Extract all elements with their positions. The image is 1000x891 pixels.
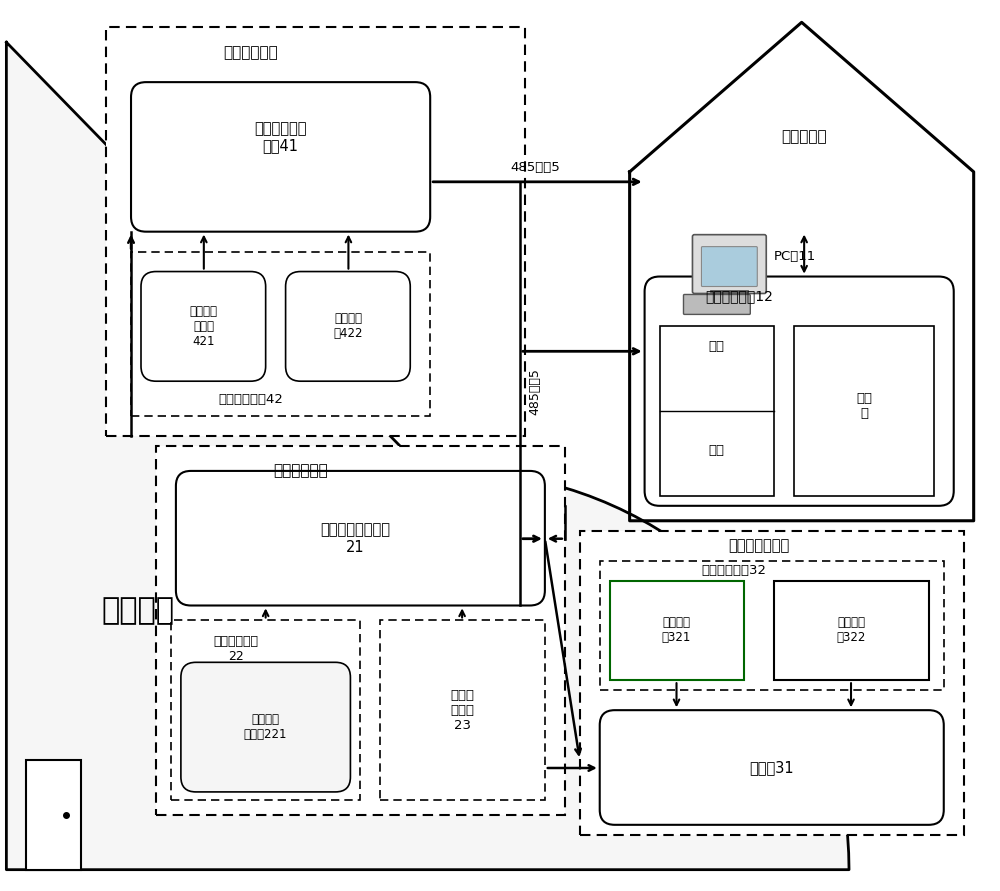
Text: 室外温度
传感器
421: 室外温度 传感器 421 bbox=[190, 305, 218, 347]
FancyBboxPatch shape bbox=[692, 234, 766, 293]
Bar bbox=[106, 28, 525, 436]
Text: 用户交
互模块
23: 用户交 互模块 23 bbox=[450, 689, 474, 732]
Bar bbox=[610, 581, 744, 680]
Text: 光强传感
器422: 光强传感 器422 bbox=[334, 313, 363, 340]
Text: 485总线5: 485总线5 bbox=[528, 368, 541, 414]
Text: 室内监测节点: 室内监测节点 bbox=[273, 463, 328, 478]
Text: 限位模块
一321: 限位模块 一321 bbox=[662, 617, 691, 644]
Text: 数据采集模块
22: 数据采集模块 22 bbox=[213, 635, 258, 664]
Text: 限位开关单元32: 限位开关单元32 bbox=[702, 564, 767, 577]
Text: PC机11: PC机11 bbox=[774, 250, 816, 263]
Text: 室内温度
传感器221: 室内温度 传感器221 bbox=[244, 713, 287, 741]
Bar bbox=[580, 531, 964, 835]
Text: 鼠标: 鼠标 bbox=[708, 445, 724, 457]
FancyBboxPatch shape bbox=[176, 471, 545, 606]
Bar bbox=[131, 251, 430, 416]
FancyBboxPatch shape bbox=[645, 276, 954, 506]
Text: 485总线5: 485总线5 bbox=[510, 161, 560, 174]
Bar bbox=[774, 581, 929, 680]
Bar bbox=[794, 326, 934, 496]
FancyBboxPatch shape bbox=[701, 247, 757, 287]
FancyBboxPatch shape bbox=[181, 662, 350, 792]
Text: 温室大棚: 温室大棚 bbox=[101, 596, 174, 625]
Polygon shape bbox=[630, 22, 974, 172]
Bar bbox=[156, 446, 565, 815]
Text: 卷帘机31: 卷帘机31 bbox=[749, 761, 794, 775]
Text: 键盘: 键盘 bbox=[708, 339, 724, 353]
FancyBboxPatch shape bbox=[131, 82, 430, 232]
Text: 限位模块
二322: 限位模块 二322 bbox=[836, 617, 866, 644]
Bar bbox=[26, 760, 81, 870]
Bar bbox=[380, 620, 545, 800]
Text: 卷帘机控制模块: 卷帘机控制模块 bbox=[729, 538, 790, 553]
Text: 显示
器: 显示 器 bbox=[856, 392, 872, 421]
Bar bbox=[171, 620, 360, 800]
Text: 第二中央处理
单元41: 第二中央处理 单元41 bbox=[254, 121, 307, 153]
FancyBboxPatch shape bbox=[286, 272, 410, 381]
FancyBboxPatch shape bbox=[600, 710, 944, 825]
FancyBboxPatch shape bbox=[141, 272, 266, 381]
Bar bbox=[660, 326, 774, 496]
Text: 数据采集模块42: 数据采集模块42 bbox=[218, 393, 283, 406]
Polygon shape bbox=[6, 42, 849, 870]
Text: 室外监测节点: 室外监测节点 bbox=[223, 45, 278, 60]
Text: 第一中央处理单元
21: 第一中央处理单元 21 bbox=[320, 522, 390, 555]
Bar bbox=[600, 560, 944, 691]
Text: 用户交互模块12: 用户交互模块12 bbox=[705, 290, 773, 304]
FancyBboxPatch shape bbox=[683, 294, 750, 315]
Text: 中央控制室: 中央控制室 bbox=[781, 129, 827, 144]
